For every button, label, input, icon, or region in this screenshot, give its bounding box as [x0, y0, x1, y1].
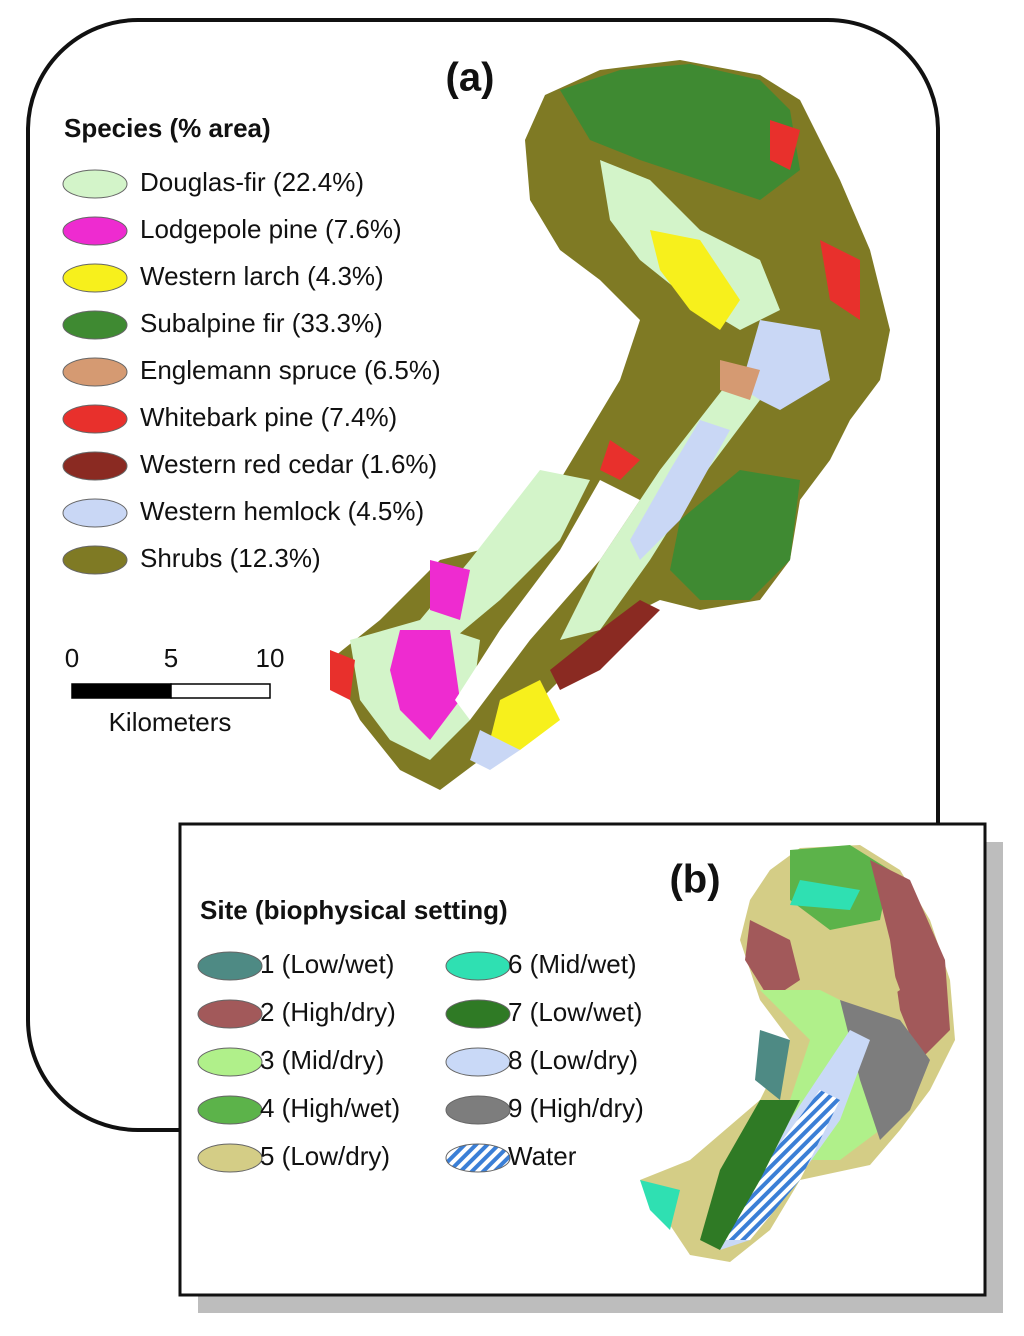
legend-swatch: [445, 1095, 511, 1125]
legend-swatch: [197, 1143, 263, 1173]
legend-label: 6 (Mid/wet): [508, 949, 637, 979]
legend-label: 5 (Low/dry): [260, 1141, 390, 1171]
legend-label: Western red cedar (1.6%): [140, 449, 437, 479]
site-map: [640, 845, 955, 1262]
legend-label: Lodgepole pine (7.6%): [140, 214, 402, 244]
species-map: [330, 60, 890, 790]
legend-title: Site (biophysical setting): [200, 895, 508, 925]
legend-label: 9 (High/dry): [508, 1093, 644, 1123]
legend: Douglas-fir (22.4%) Lodgepole pine (7.6%)…: [62, 167, 441, 575]
legend-swatch: [197, 951, 263, 981]
legend-label: 8 (Low/dry): [508, 1045, 638, 1075]
legend-label: 2 (High/dry): [260, 997, 396, 1027]
legend-label: Douglas-fir (22.4%): [140, 167, 364, 197]
legend-swatch: [62, 498, 128, 528]
legend-label: Whitebark pine (7.4%): [140, 402, 397, 432]
legend-swatch: [62, 169, 128, 199]
legend-label: 3 (Mid/dry): [260, 1045, 384, 1075]
legend-swatch: [62, 216, 128, 246]
legend-swatch: [197, 1095, 263, 1125]
legend-label: 7 (Low/wet): [508, 997, 642, 1027]
legend-swatch: [62, 545, 128, 575]
legend-label: Subalpine fir (33.3%): [140, 308, 383, 338]
panel-b: (b) Site (biophysical setting) 1 (Low/we…: [178, 822, 1003, 1313]
legend-title: Species (% area): [64, 113, 271, 143]
legend-label: 1 (Low/wet): [260, 949, 394, 979]
legend-swatch: [197, 1047, 263, 1077]
scale-tick-label: 0: [65, 643, 79, 673]
panel-label: (b): [669, 858, 720, 902]
legend-swatch: [445, 1143, 511, 1173]
scale-tick-label: 5: [164, 643, 178, 673]
legend-swatch: [445, 999, 511, 1029]
panel-label: (a): [446, 56, 495, 100]
legend-label: Western hemlock (4.5%): [140, 496, 424, 526]
scale-bar: Kilometers 0 5 10: [65, 643, 285, 737]
scale-unit: Kilometers: [109, 707, 232, 737]
legend-label: Water: [508, 1141, 577, 1171]
legend-label: Englemann spruce (6.5%): [140, 355, 441, 385]
legend-label: Shrubs (12.3%): [140, 543, 321, 573]
scale-tick-label: 10: [256, 643, 285, 673]
legend-label: Western larch (4.3%): [140, 261, 384, 291]
legend-swatch: [445, 1047, 511, 1077]
legend-swatch: [445, 951, 511, 981]
legend-swatch: [197, 999, 263, 1029]
legend-swatch: [62, 263, 128, 293]
legend-swatch: [62, 357, 128, 387]
legend-label: 4 (High/wet): [260, 1093, 400, 1123]
legend-swatch: [62, 451, 128, 481]
legend-swatch: [62, 310, 128, 340]
legend-swatch: [62, 404, 128, 434]
legend: 1 (Low/wet) 2 (High/dry) 3 (Mid/dry) 4 (Hig…: [197, 949, 644, 1173]
